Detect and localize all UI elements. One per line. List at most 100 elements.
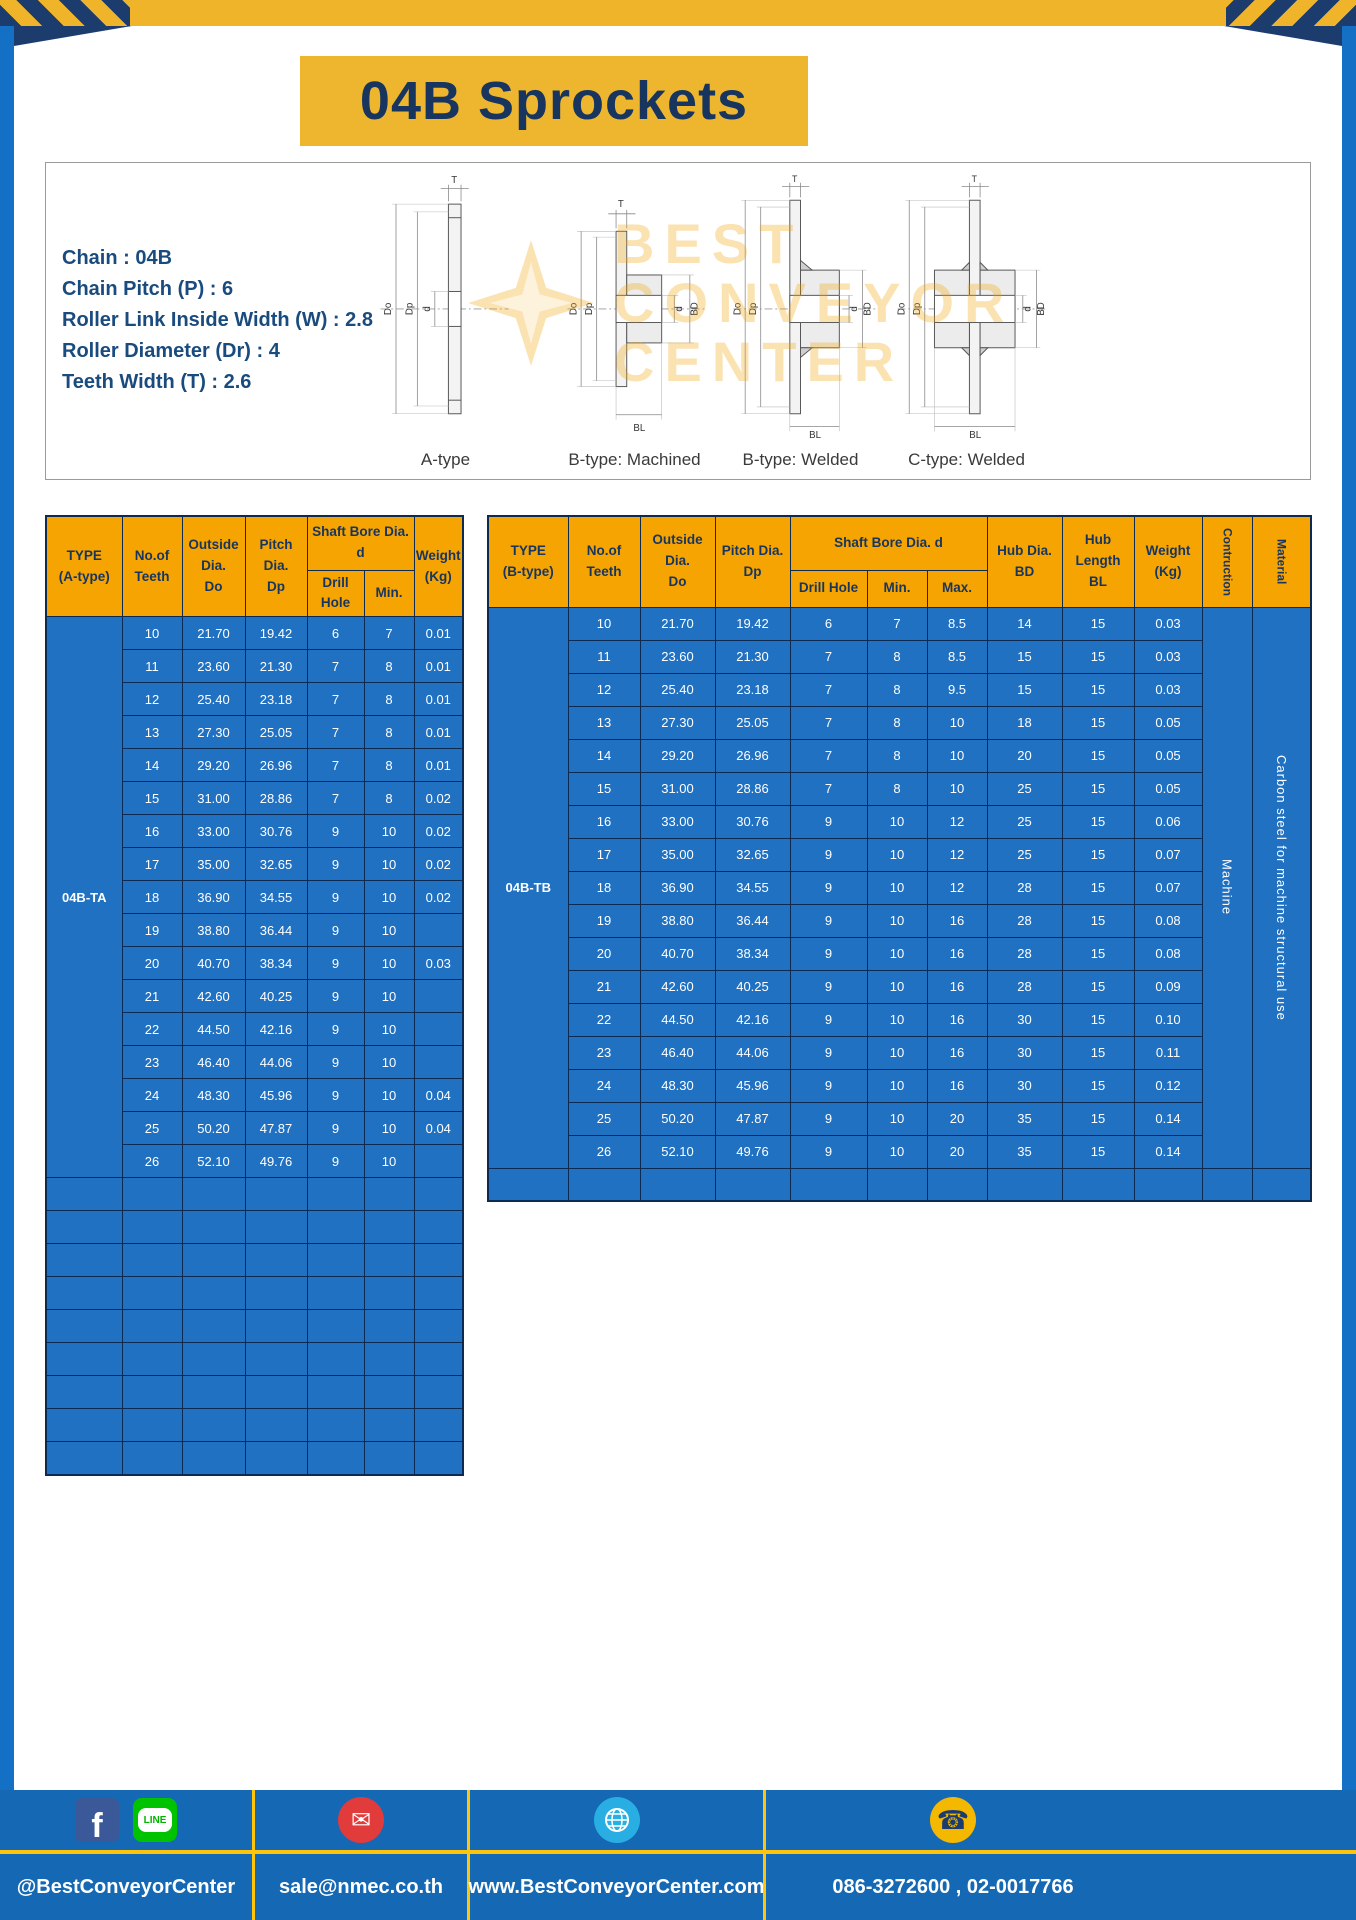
table-row: 19 38.80 36.44 9 10 16 28 15 0.08 — [488, 903, 1311, 938]
dim-t-label: T — [451, 175, 457, 186]
data-cell: 0.06 — [1133, 804, 1203, 839]
data-cell: 10 — [866, 804, 928, 839]
table-row: 20 40.70 38.34 9 10 16 28 15 0.08 — [488, 936, 1311, 971]
data-cell: 25 — [567, 1101, 641, 1136]
dim-do-label: Do — [896, 303, 907, 315]
empty-row — [487, 1167, 1312, 1202]
col-header-hub-length: Hub Length BL — [1061, 515, 1135, 608]
empty-cell — [306, 1342, 365, 1377]
empty-cell — [121, 1309, 183, 1344]
data-cell: 10 — [866, 1101, 928, 1136]
empty-cell — [45, 1375, 123, 1410]
data-cell — [413, 913, 464, 948]
empty-cell — [306, 1210, 365, 1245]
data-cell: 0.07 — [1133, 837, 1203, 872]
data-cell: 35 — [986, 1101, 1063, 1136]
data-cell: 26 — [567, 1134, 641, 1169]
empty-cell — [244, 1177, 308, 1212]
page-frame-left — [0, 26, 14, 1920]
data-cell: 25 — [121, 1111, 183, 1146]
col-header-drill-hole: Drill Hole — [306, 569, 365, 618]
empty-row — [45, 1177, 464, 1212]
data-cell: 18 — [121, 880, 183, 915]
table-row: 13 27.30 25.05 7 8 10 18 15 0.05 — [488, 705, 1311, 740]
data-cell: 8.5 — [926, 606, 988, 641]
data-cell: 8 — [866, 738, 928, 773]
data-cell: 34.55 — [244, 880, 308, 915]
data-cell: 16 — [926, 1002, 988, 1037]
empty-row — [45, 1342, 464, 1377]
data-cell: 46.40 — [181, 1045, 246, 1080]
data-cell: 34.55 — [714, 870, 791, 905]
data-cell: 20 — [986, 738, 1063, 773]
table-row: 16 33.00 30.76 9 10 12 25 15 0.06 — [488, 804, 1311, 839]
data-cell: 19.42 — [244, 616, 308, 651]
data-cell: 21 — [567, 969, 641, 1004]
dim-dp-label: Dp — [748, 303, 759, 315]
data-cell: 47.87 — [714, 1101, 791, 1136]
sprocket-table-b-type: TYPE (B-type) No.of Teeth Outside Dia. D… — [487, 515, 1313, 1202]
data-cell: 32.65 — [244, 847, 308, 882]
data-cell: 25 — [986, 837, 1063, 872]
data-cell: 15 — [1061, 672, 1135, 707]
dim-do-label: Do — [568, 303, 579, 315]
col-header-max: Max. — [926, 569, 988, 608]
empty-cell — [363, 1309, 415, 1344]
data-cell: 10 — [866, 837, 928, 872]
data-cell: 0.03 — [1133, 672, 1203, 707]
data-cell: 9 — [306, 1045, 365, 1080]
data-cell: 9 — [789, 1035, 868, 1070]
data-cell: 15 — [1061, 606, 1135, 641]
data-cell: 12 — [926, 837, 988, 872]
data-cell: 15 — [1061, 1035, 1135, 1070]
footer-phone-section: ☎ 086-3272600 , 02-0017766 — [763, 1790, 1140, 1920]
empty-cell — [363, 1177, 415, 1212]
data-cell — [413, 1045, 464, 1080]
data-cell: 10 — [866, 936, 928, 971]
data-cell: 21.30 — [714, 639, 791, 674]
data-cell: 10 — [363, 979, 415, 1014]
data-cell: 18 — [567, 870, 641, 905]
table-row: 21 42.60 40.25 9 10 16 28 15 0.09 — [488, 969, 1311, 1004]
empty-cell — [181, 1243, 246, 1278]
data-cell: 10 — [363, 814, 415, 849]
data-cell: 12 — [567, 672, 641, 707]
data-cell: 28.86 — [244, 781, 308, 816]
empty-cell — [121, 1276, 183, 1311]
data-cell: 25 — [986, 804, 1063, 839]
empty-cell — [121, 1243, 183, 1278]
data-cell: 8 — [866, 672, 928, 707]
data-cell: 0.05 — [1133, 705, 1203, 740]
empty-cell — [413, 1243, 464, 1278]
material-cell: Carbon steel for machine structural use — [1251, 606, 1312, 1169]
empty-cell — [121, 1375, 183, 1410]
empty-cell — [181, 1441, 246, 1476]
data-cell: 14 — [567, 738, 641, 773]
data-cell: 30 — [986, 1035, 1063, 1070]
data-cell: 40.25 — [244, 979, 308, 1014]
data-cell: 9 — [306, 880, 365, 915]
spec-chain: Chain : 04B — [62, 247, 173, 269]
dim-d-label: d — [849, 306, 860, 311]
table-row: 23 46.40 44.06 9 10 — [46, 1045, 464, 1080]
data-cell: 10 — [121, 616, 183, 651]
empty-cell — [926, 1167, 988, 1202]
data-cell: 0.05 — [1133, 771, 1203, 806]
data-cell: 0.01 — [413, 616, 464, 651]
dim-do-label: Do — [732, 303, 743, 315]
col-header-drill-hole: Drill Hole — [789, 569, 868, 608]
data-cell: 9 — [306, 1078, 365, 1113]
col-header-shaft-bore: Shaft Bore Dia. d — [306, 515, 415, 571]
data-cell: 28 — [986, 969, 1063, 1004]
col-header-type-a: TYPE (A-type) — [45, 515, 123, 618]
empty-cell — [413, 1177, 464, 1212]
data-cell: 29.20 — [181, 748, 246, 783]
empty-cell — [306, 1243, 365, 1278]
data-cell: 49.76 — [714, 1134, 791, 1169]
data-cell: 0.03 — [1133, 639, 1203, 674]
data-cell: 15 — [986, 672, 1063, 707]
empty-cell — [45, 1276, 123, 1311]
line-icon: LINE — [133, 1798, 177, 1842]
data-cell: 23.18 — [244, 682, 308, 717]
data-cell: 9 — [789, 936, 868, 971]
